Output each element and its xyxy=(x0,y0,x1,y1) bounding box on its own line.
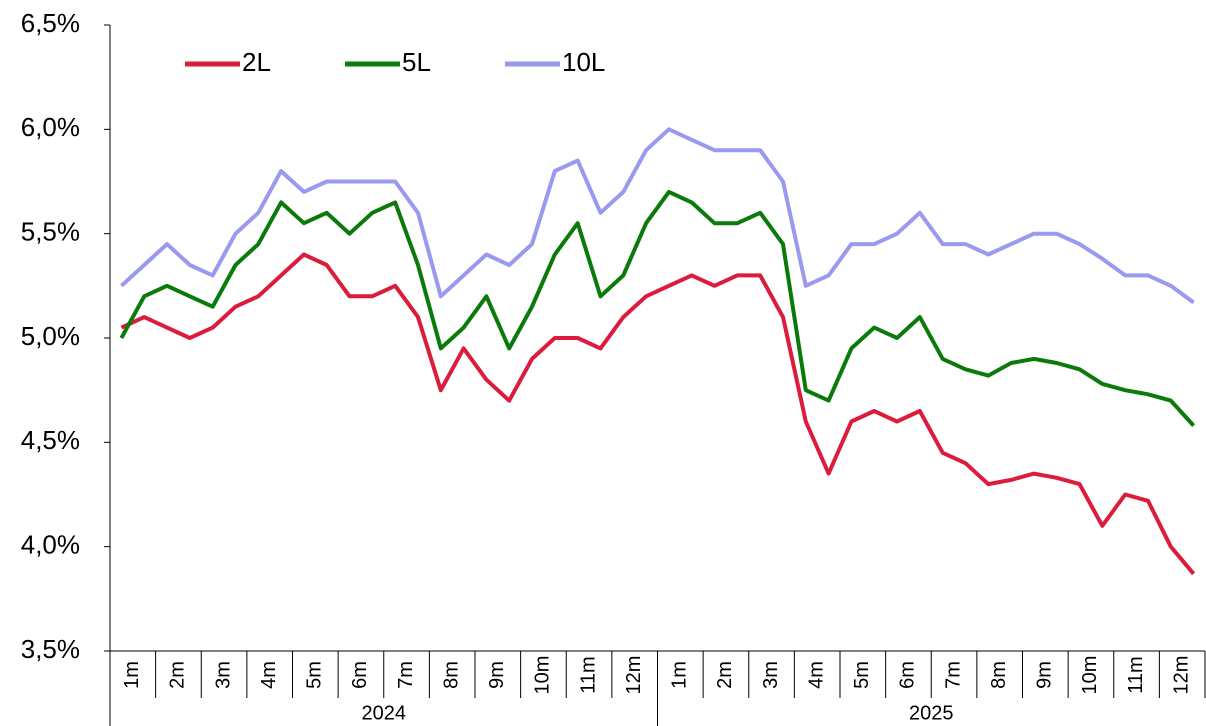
series-line xyxy=(120,127,1195,305)
x-tick-label: 7m xyxy=(942,661,964,689)
y-tick-label: 5,5% xyxy=(21,217,80,247)
x-tick-label: 11m xyxy=(577,656,599,693)
legend-label: 5L xyxy=(402,47,431,77)
x-tick-label: 10m xyxy=(532,656,554,695)
legend-label: 10L xyxy=(562,47,605,77)
x-tick-label: 9m xyxy=(1034,661,1056,689)
x-tick-label: 12m xyxy=(1170,656,1192,695)
year-label: 2025 xyxy=(909,702,954,724)
x-tick-label: 4m xyxy=(258,661,280,689)
x-tick-label: 9m xyxy=(486,661,508,689)
legend-label: 2L xyxy=(242,47,271,77)
y-tick-label: 3,5% xyxy=(21,634,80,664)
y-tick-label: 6,0% xyxy=(21,112,80,142)
x-tick-label: 10m xyxy=(1079,656,1101,695)
x-tick-label: 11m xyxy=(1125,656,1147,693)
year-label: 2024 xyxy=(362,702,407,724)
x-tick-label: 2m xyxy=(714,661,736,689)
y-tick-label: 4,5% xyxy=(21,425,80,455)
x-tick-label: 3m xyxy=(212,661,234,689)
x-tick-label: 1m xyxy=(121,661,143,689)
x-tick-label: 2m xyxy=(167,661,189,689)
x-tick-label: 6m xyxy=(897,661,919,689)
y-tick-label: 6,5% xyxy=(21,8,80,38)
x-tick-label: 6m xyxy=(349,661,371,689)
x-tick-label: 1m xyxy=(669,661,691,689)
y-tick-label: 5,0% xyxy=(21,321,80,351)
x-tick-label: 4m xyxy=(805,661,827,689)
x-tick-label: 5m xyxy=(304,661,326,689)
x-tick-label: 3m xyxy=(760,661,782,689)
x-tick-label: 7m xyxy=(395,661,417,689)
x-tick-label: 8m xyxy=(440,661,462,689)
x-tick-label: 8m xyxy=(988,661,1010,689)
x-tick-label: 12m xyxy=(623,656,645,695)
series-line xyxy=(120,252,1196,576)
x-tick-label: 5m xyxy=(851,661,873,689)
series-line xyxy=(119,189,1196,427)
y-tick-label: 4,0% xyxy=(21,530,80,560)
